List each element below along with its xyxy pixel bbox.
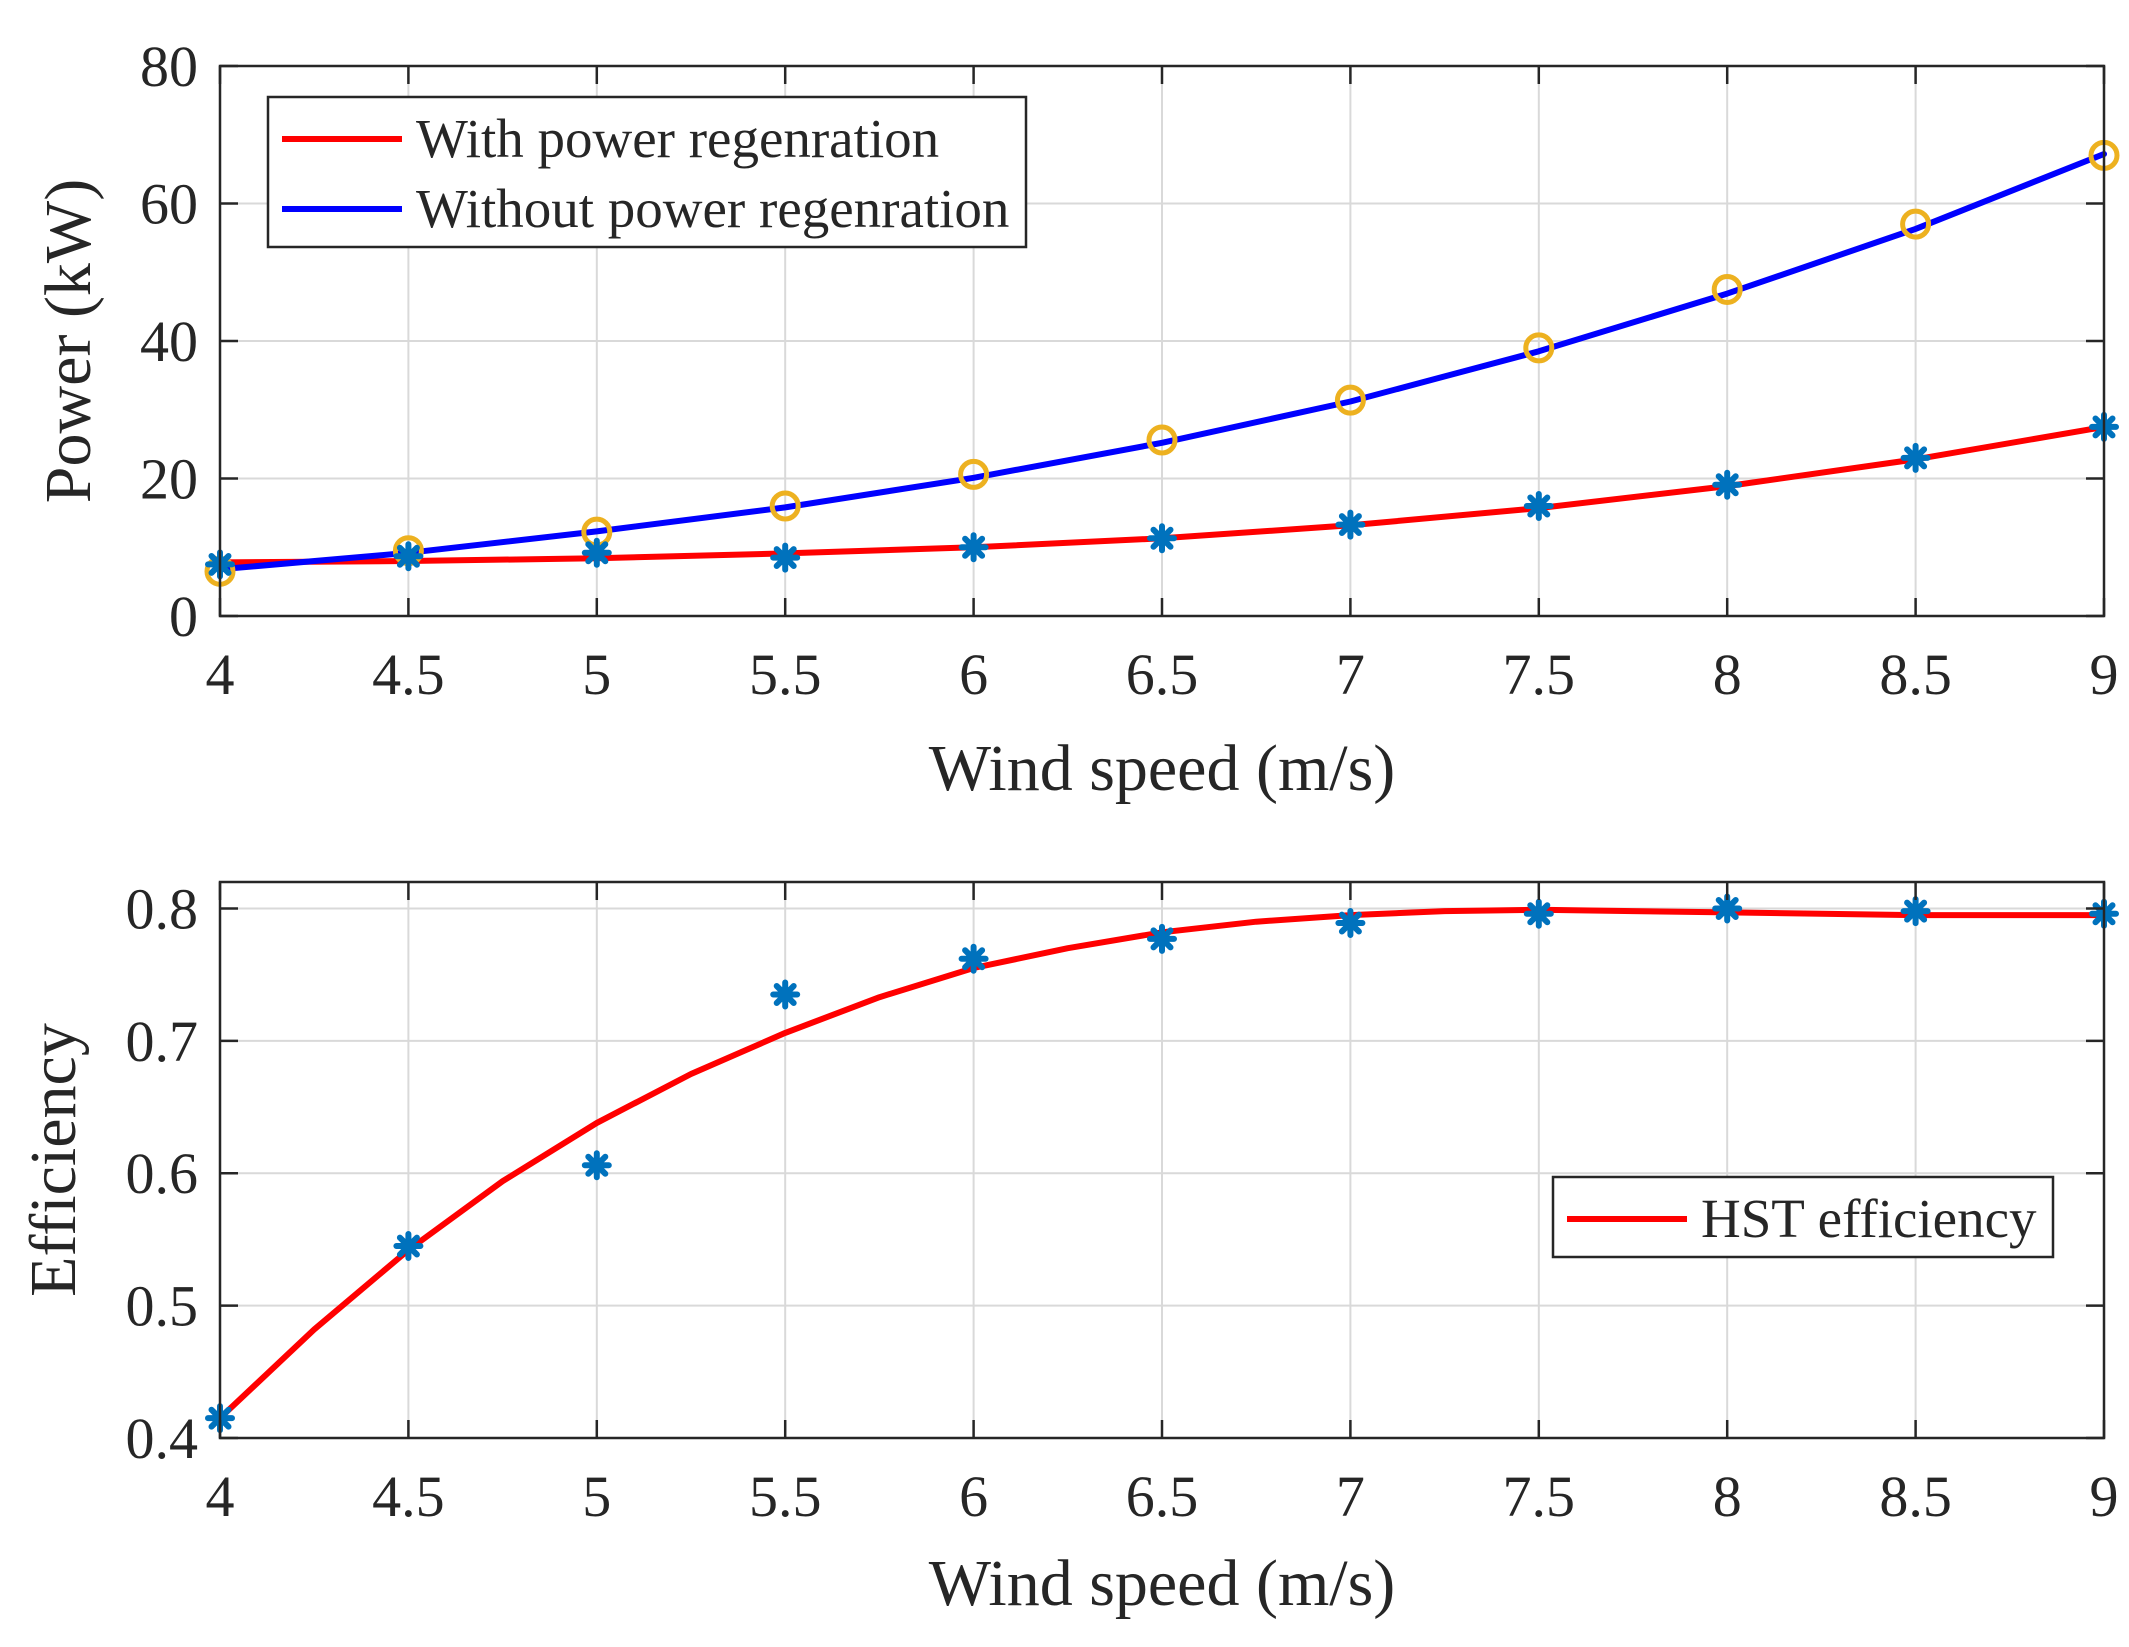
circle-marker [1711,273,1743,305]
x-tick-label: 4 [206,1464,235,1529]
x-axis-label: Wind speed (m/s) [929,1547,1396,1620]
star-marker [1147,523,1177,554]
x-tick-label: 5.5 [749,642,822,707]
y-axis-label: Efficiency [17,1023,90,1297]
legend-label: Without power regenration [416,178,1009,239]
star-marker [1147,923,1177,954]
y-tick-label: 60 [140,172,198,237]
x-tick-label: 5.5 [749,1464,822,1529]
legend-label: HST efficiency [1701,1188,2037,1249]
circle-marker [769,490,801,522]
y-tick-label: 0.5 [126,1274,199,1339]
y-tick-label: 0.8 [126,876,199,941]
x-tick-label: 9 [2090,642,2119,707]
power-chart: 4 4.5 5 5.5 6 6.5 7 7.5 8 8.5 9 0 20 40 60 80 Wind speed… [32,34,2120,805]
y-tick-label: 0.6 [126,1141,199,1206]
x-tick-label: 6.5 [1126,642,1199,707]
y-axis-label: Power (kW) [32,179,105,503]
x-tick-label: 8 [1713,1464,1742,1529]
circle-marker [1523,332,1555,364]
efficiency-chart: 4 4.5 5 5.5 6 6.5 7 7.5 8 8.5 9 0.4 0.5 0.6 0.7 0.8 Wind… [17,876,2119,1620]
y-tick-label: 0 [169,584,198,649]
y-tick-label: 20 [140,447,198,512]
x-tick-label: 8.5 [1879,1464,1952,1529]
star-marker [581,1150,612,1181]
x-tick-label: 7 [1336,642,1365,707]
star-marker [770,542,801,573]
star-marker [1335,509,1366,540]
x-tick-label: 7 [1336,1464,1365,1529]
x-tick-label: 6 [959,642,988,707]
star-marker [393,541,424,572]
circle-marker [1900,208,1932,240]
legend-box [266,95,1028,249]
x-tick-label: 5 [582,642,611,707]
x-tick-label: 8.5 [1879,642,1952,707]
x-axis-label: Wind speed (m/s) [929,732,1396,805]
y-tick-label: 80 [140,34,198,99]
x-tick-label: 4.5 [372,1464,445,1529]
y-tick-label: 40 [140,309,198,374]
star-marker [958,943,989,974]
star-marker [1900,896,1931,927]
y-tick-label: 0.7 [126,1009,199,1074]
star-marker [1712,893,1743,924]
y-tick-label: 0.4 [126,1406,199,1471]
star-marker [1712,469,1743,500]
circle-marker [1334,384,1366,416]
star-marker [1335,908,1366,938]
circle-marker [1146,424,1178,456]
circle-marker [958,458,990,490]
legend-label: With power regenration [416,108,939,169]
x-tick-label: 7.5 [1503,1464,1576,1529]
x-tick-label: 4.5 [372,642,445,707]
x-tick-label: 7.5 [1503,642,1576,707]
star-marker [393,1231,424,1261]
star-marker [581,537,612,568]
x-tick-label: 9 [2090,1464,2119,1529]
x-tick-label: 8 [1713,642,1742,707]
x-tick-label: 6 [959,1464,988,1529]
star-marker [1900,442,1931,473]
star-marker [958,532,989,563]
x-tick-label: 5 [582,1464,611,1529]
series-line [217,151,2107,573]
x-tick-label: 4 [206,642,235,707]
star-marker [1523,491,1554,521]
x-tick-label: 6.5 [1126,1464,1199,1529]
star-marker [1523,898,1554,929]
star-marker [770,979,801,1010]
